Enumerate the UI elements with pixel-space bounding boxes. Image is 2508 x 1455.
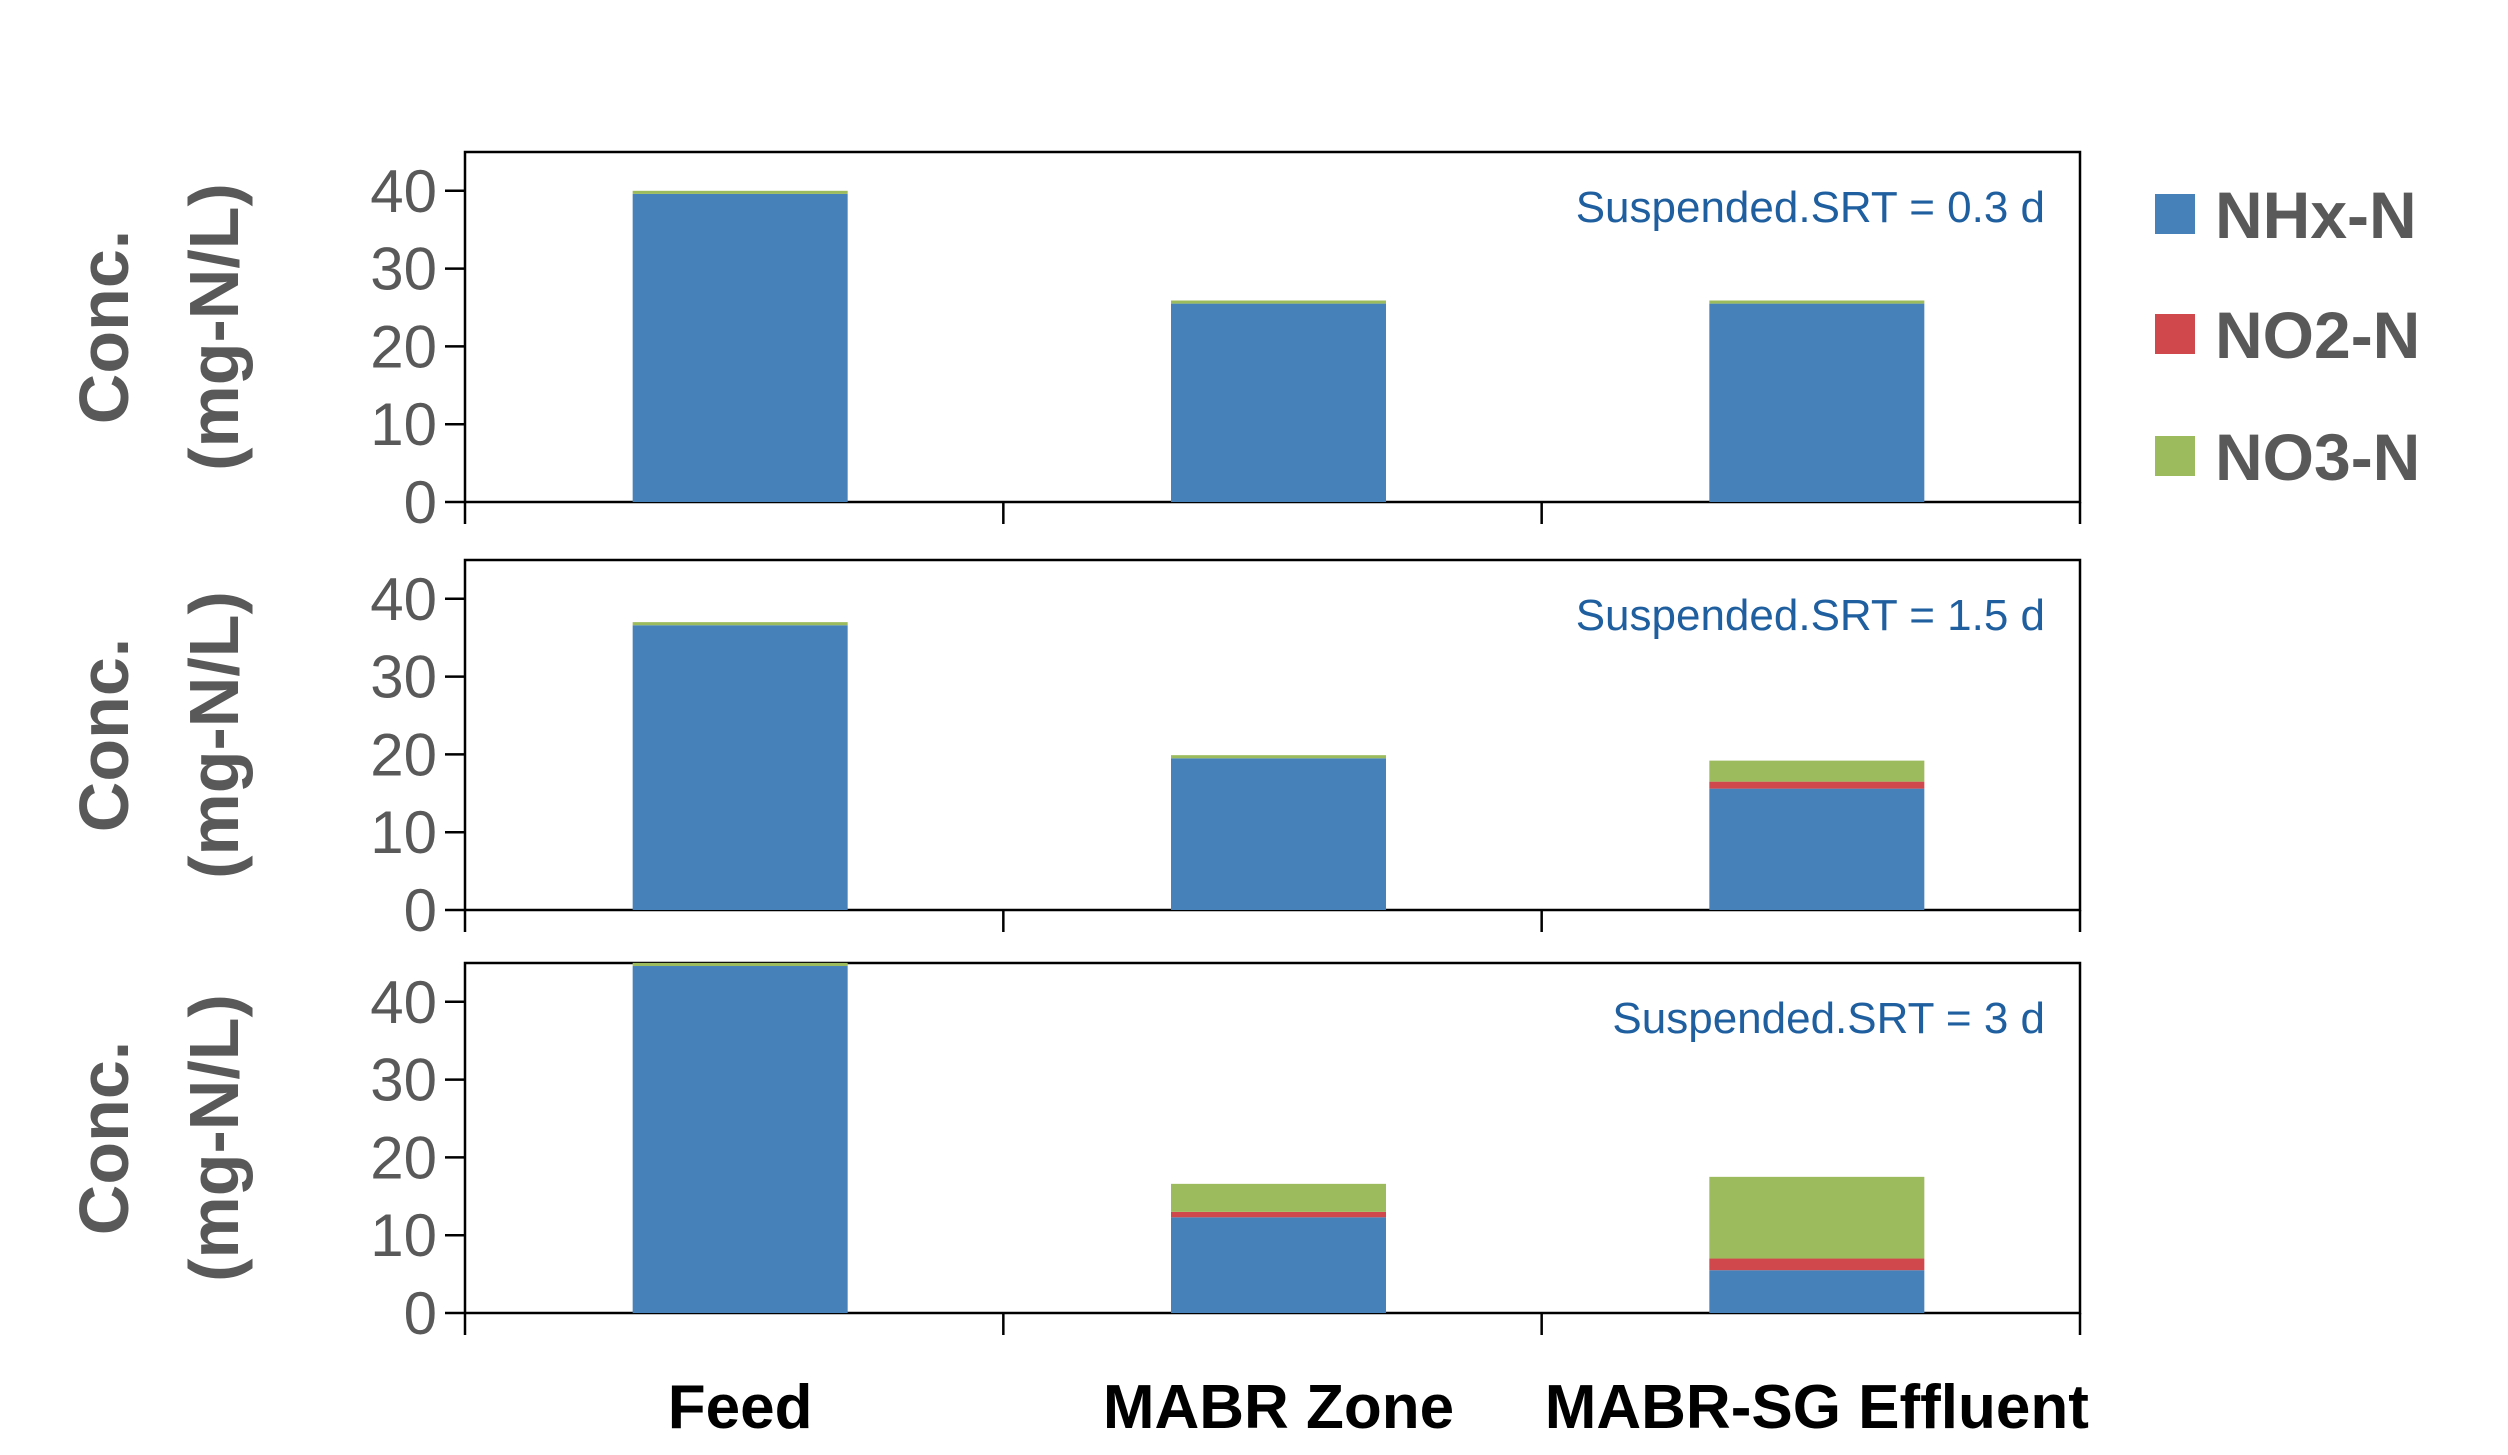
legend-swatch-no3-n [2155, 436, 2195, 476]
y-tick-label: 20 [370, 721, 437, 788]
y-axis-label: Conc. [65, 230, 143, 424]
srt-annotation: Suspended.SRT = 1.5 d [1576, 591, 2045, 640]
bar-segment-no2-n [1709, 781, 1925, 789]
bar-segment-no3-n [632, 962, 848, 967]
bar-segment-nhx-n [1171, 758, 1386, 910]
srt-annotation: Suspended.SRT = 0.3 d [1576, 183, 2045, 232]
legend-swatch-no2-n [2155, 314, 2195, 354]
y-tick-label: 0 [404, 469, 437, 536]
legend-label: NHx-N [2215, 178, 2417, 252]
bar-segment-no3-n [632, 622, 848, 626]
y-tick-label: 20 [370, 313, 437, 380]
bar-segment-no3-n [1171, 300, 1386, 304]
bar-segment-no3-n [1171, 755, 1386, 759]
bar-segment-no3-n [1709, 1176, 1925, 1259]
x-category-label: MABR Zone [1103, 1373, 1454, 1442]
y-tick-label: 10 [370, 391, 437, 458]
bar-segment-nhx-n [1709, 788, 1925, 910]
x-category-label: MABR-SG Effluent [1545, 1373, 2089, 1442]
srt-annotation: Suspended.SRT = 3 d [1612, 994, 2045, 1043]
bar-segment-no3-n [1709, 300, 1925, 304]
y-axis-label: Conc. [65, 638, 143, 832]
legend-swatch-nhx-n [2155, 194, 2195, 234]
y-axis-label-units: (mg-N/L) [175, 591, 253, 879]
bar-segment-no3-n [1171, 1183, 1386, 1212]
bar-segment-no3-n [1709, 760, 1925, 782]
bar-segment-no2-n [1171, 1211, 1386, 1218]
y-tick-label: 0 [404, 1280, 437, 1347]
bar-segment-nhx-n [632, 966, 848, 1313]
bar-segment-nhx-n [1709, 1270, 1925, 1313]
y-tick-label: 30 [370, 644, 437, 711]
y-tick-label: 30 [370, 1047, 437, 1114]
y-axis-label-units: (mg-N/L) [175, 994, 253, 1282]
bar-segment-no2-n [1709, 1258, 1925, 1271]
y-tick-label: 30 [370, 236, 437, 303]
y-tick-label: 0 [404, 877, 437, 944]
y-tick-label: 40 [370, 566, 437, 633]
y-tick-label: 10 [370, 1202, 437, 1269]
bar-segment-nhx-n [1171, 1217, 1386, 1313]
bar-segment-nhx-n [632, 193, 848, 503]
y-axis-label-units: (mg-N/L) [175, 183, 253, 471]
y-tick-label: 40 [370, 969, 437, 1036]
bar-segment-no3-n [632, 190, 848, 194]
y-axis-label: Conc. [65, 1041, 143, 1235]
bar-segment-nhx-n [1709, 303, 1925, 502]
x-category-label: Feed [668, 1373, 813, 1442]
bar-segment-nhx-n [1171, 303, 1386, 502]
y-tick-label: 40 [370, 158, 437, 225]
y-tick-label: 20 [370, 1124, 437, 1191]
legend-label: NO3-N [2215, 420, 2420, 494]
legend-label: NO2-N [2215, 298, 2420, 372]
bar-segment-nhx-n [632, 625, 848, 910]
y-tick-label: 10 [370, 799, 437, 866]
